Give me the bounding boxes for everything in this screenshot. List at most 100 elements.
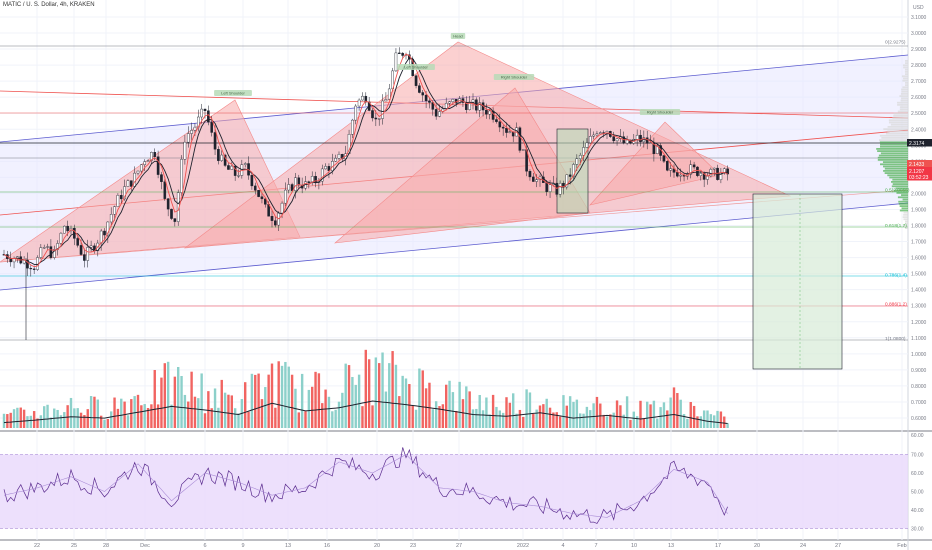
volume-bar [298,412,300,428]
volume-profile-bar [905,62,908,64]
volume-profile-bar [901,194,908,196]
volume-bar [207,391,209,428]
candle-body [227,165,229,169]
volume-profile-bar [899,203,908,205]
volume-bar [539,406,541,428]
volume-bar [522,417,524,428]
candle-body [676,172,678,176]
candle-body [361,96,363,100]
time-axis[interactable]: 22 25 28 Dec 6 9 13 16 20 23 27 2022 4 7 10 13 17 20 24 27 F… [34,543,907,549]
volume-bar [529,392,531,428]
price-tick-label: 1.6000 [911,256,927,262]
volume-profile-bar [901,89,908,91]
price-tick-label: 0.8000 [911,384,927,390]
volume-bar [311,387,313,428]
volume-bar [341,393,343,428]
candle-body [204,109,206,111]
time-tick-label: 4 [561,543,564,549]
volume-bar [351,377,353,428]
volume-bar [291,375,293,428]
candle-body [649,143,651,144]
volume-profile-bar [881,152,908,154]
volume-bar [170,405,172,428]
candle-body [194,127,196,130]
volume-profile-bar [900,108,908,110]
candle-body [626,140,628,143]
price-tick-label: 2.9000 [911,47,927,53]
candle-body [134,173,136,186]
price-tick-label: 1.1000 [911,336,927,342]
time-tick-label: 24 [800,543,806,549]
volume-bar [381,353,383,428]
volume-bar [23,410,25,428]
volume-bar [653,401,655,428]
volume-bar [77,408,79,428]
candle-body [536,180,538,182]
volume-profile-bar [885,168,908,170]
volume-bar [633,412,635,428]
price-axis[interactable]: 3.1000 3.0000 2.9000 2.8000 2.7000 2.6000 2.50… [911,5,927,533]
candle-body [325,166,327,169]
volume-profile-bar [880,144,908,146]
time-tick-label: 7 [594,543,597,549]
candle-body [137,171,139,173]
volume-profile-bar [893,115,908,117]
volume-bar [572,402,574,428]
volume-profile-bar [877,150,908,152]
volume-bar [318,373,320,428]
volume-bar [224,393,226,428]
volume-bar [200,373,202,428]
candle-body [154,152,156,156]
volume-bar [462,399,464,428]
candle-body [87,247,89,260]
candle-body [385,99,387,101]
volume-bar [613,413,615,428]
candle-body [398,53,400,54]
volume-profile-bar [893,183,908,185]
volume-bar [321,403,323,428]
volume-bar [465,386,467,428]
volume-bar [659,407,661,428]
candle-body [274,221,276,225]
volume-profile-bar [905,60,908,62]
volume-bar [244,382,246,428]
volume-bar [43,406,45,428]
volume-bar [405,378,407,428]
volume-bar [495,407,497,428]
volume-bar [154,370,156,428]
volume-profile-bar [880,163,908,165]
candle-body [375,118,377,119]
price-tick-label: 2.7000 [911,79,927,85]
volume-bar [110,411,112,428]
price-tick-label: 1.8000 [911,224,927,230]
volume-profile-bar [902,207,908,209]
volume-profile-bar [902,80,908,82]
time-tick-label: 27 [456,543,462,549]
volume-bar [616,400,618,428]
volume-profile-bar [880,135,908,137]
volume-bar [6,414,8,428]
volume-bar [73,408,75,428]
volume-bar [556,412,558,428]
volume-bar [301,374,303,428]
candle-body [445,103,447,109]
candle-body [63,226,65,233]
volume-bar [673,387,675,428]
candle-body [281,203,283,213]
volume-profile-bar [891,124,908,126]
fib-level-label: 0.618(1.7) [885,223,907,229]
volume-bar [445,385,447,428]
volume-profile-bar [900,205,908,207]
volume-bar [133,396,135,428]
volume-bar [174,377,176,428]
candle-body [80,245,82,254]
candle-body [509,132,511,133]
volume-bar [46,405,48,428]
volume-bar [278,361,280,428]
volume-bar [63,412,65,428]
price-tick-label: 3.1000 [911,15,927,21]
candle-body [258,190,260,196]
time-tick-label: Dec [140,543,150,549]
volume-bar [80,413,82,428]
